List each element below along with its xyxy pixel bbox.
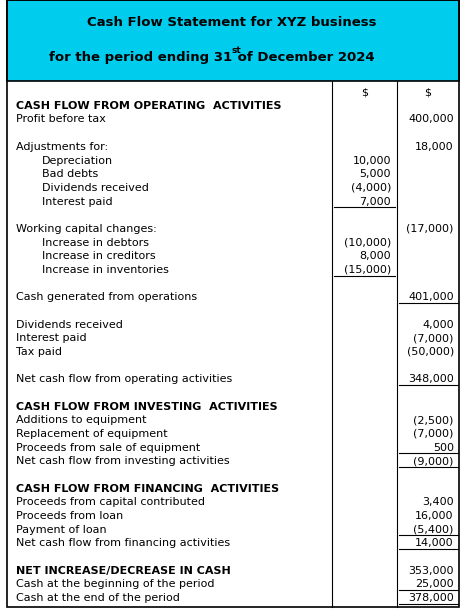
Text: Net cash flow from operating activities: Net cash flow from operating activities <box>16 375 232 384</box>
Text: for the period ending 31st of December 2024: for the period ending 31st of December 2… <box>63 51 400 65</box>
Text: 378,000: 378,000 <box>407 593 453 603</box>
Text: Interest paid: Interest paid <box>16 333 87 343</box>
Text: (4,000): (4,000) <box>350 183 390 193</box>
Text: CASH FLOW FROM OPERATING  ACTIVITIES: CASH FLOW FROM OPERATING ACTIVITIES <box>16 101 281 111</box>
Text: Tax paid: Tax paid <box>16 347 62 357</box>
Text: $: $ <box>424 87 431 97</box>
Text: of December 2024: of December 2024 <box>232 51 374 65</box>
Text: Increase in inventories: Increase in inventories <box>42 265 168 275</box>
Text: Working capital changes:: Working capital changes: <box>16 224 156 234</box>
Text: (9,000): (9,000) <box>413 456 453 466</box>
Text: (17,000): (17,000) <box>406 224 453 234</box>
Text: (7,000): (7,000) <box>413 429 453 439</box>
Text: 7,000: 7,000 <box>359 196 390 207</box>
Text: (15,000): (15,000) <box>343 265 390 275</box>
Text: Dividends received: Dividends received <box>16 320 123 329</box>
Text: Cash generated from operations: Cash generated from operations <box>16 292 197 302</box>
Text: Proceeds from capital contributed: Proceeds from capital contributed <box>16 497 205 508</box>
Text: CASH FLOW FROM INVESTING  ACTIVITIES: CASH FLOW FROM INVESTING ACTIVITIES <box>16 401 277 412</box>
Text: Depreciation: Depreciation <box>42 156 113 165</box>
Text: 348,000: 348,000 <box>407 375 453 384</box>
Text: 18,000: 18,000 <box>414 142 453 152</box>
Text: 500: 500 <box>432 443 453 453</box>
Text: Increase in debtors: Increase in debtors <box>42 237 149 248</box>
Text: st: st <box>232 46 241 54</box>
Text: 14,000: 14,000 <box>414 539 453 548</box>
Text: 10,000: 10,000 <box>352 156 390 165</box>
Text: 5,000: 5,000 <box>359 169 390 179</box>
Bar <box>7 0 458 81</box>
Text: 401,000: 401,000 <box>407 292 453 302</box>
Text: Payment of loan: Payment of loan <box>16 525 106 535</box>
Text: 353,000: 353,000 <box>407 565 453 576</box>
Text: Profit before tax: Profit before tax <box>16 115 106 124</box>
Text: 25,000: 25,000 <box>414 580 453 589</box>
Text: Net cash flow from investing activities: Net cash flow from investing activities <box>16 456 229 466</box>
Text: NET INCREASE/DECREASE IN CASH: NET INCREASE/DECREASE IN CASH <box>16 565 231 576</box>
Text: CASH FLOW FROM FINANCING  ACTIVITIES: CASH FLOW FROM FINANCING ACTIVITIES <box>16 484 279 493</box>
Text: for the period ending 31: for the period ending 31 <box>49 51 232 65</box>
Text: (2,500): (2,500) <box>413 415 453 425</box>
Text: 400,000: 400,000 <box>407 115 453 124</box>
Text: 8,000: 8,000 <box>359 251 390 261</box>
Text: (10,000): (10,000) <box>343 237 390 248</box>
Text: (7,000): (7,000) <box>413 333 453 343</box>
Text: Proceeds from sale of equipment: Proceeds from sale of equipment <box>16 443 200 453</box>
Text: 4,000: 4,000 <box>421 320 453 329</box>
Text: (50,000): (50,000) <box>406 347 453 357</box>
Text: Adjustments for:: Adjustments for: <box>16 142 108 152</box>
Text: Cash at the end of the period: Cash at the end of the period <box>16 593 180 603</box>
Text: (5,400): (5,400) <box>413 525 453 535</box>
Text: 16,000: 16,000 <box>414 511 453 521</box>
Text: Bad debts: Bad debts <box>42 169 98 179</box>
Text: Replacement of equipment: Replacement of equipment <box>16 429 168 439</box>
Text: Cash Flow Statement for XYZ business: Cash Flow Statement for XYZ business <box>87 16 376 29</box>
Text: Proceeds from loan: Proceeds from loan <box>16 511 123 521</box>
Text: Interest paid: Interest paid <box>42 196 112 207</box>
Text: Increase in creditors: Increase in creditors <box>42 251 155 261</box>
Text: Dividends received: Dividends received <box>42 183 148 193</box>
Text: $: $ <box>360 87 367 97</box>
Text: Additions to equipment: Additions to equipment <box>16 415 146 425</box>
Text: Net cash flow from financing activities: Net cash flow from financing activities <box>16 539 230 548</box>
Text: Cash at the beginning of the period: Cash at the beginning of the period <box>16 580 214 589</box>
Text: 3,400: 3,400 <box>421 497 453 508</box>
